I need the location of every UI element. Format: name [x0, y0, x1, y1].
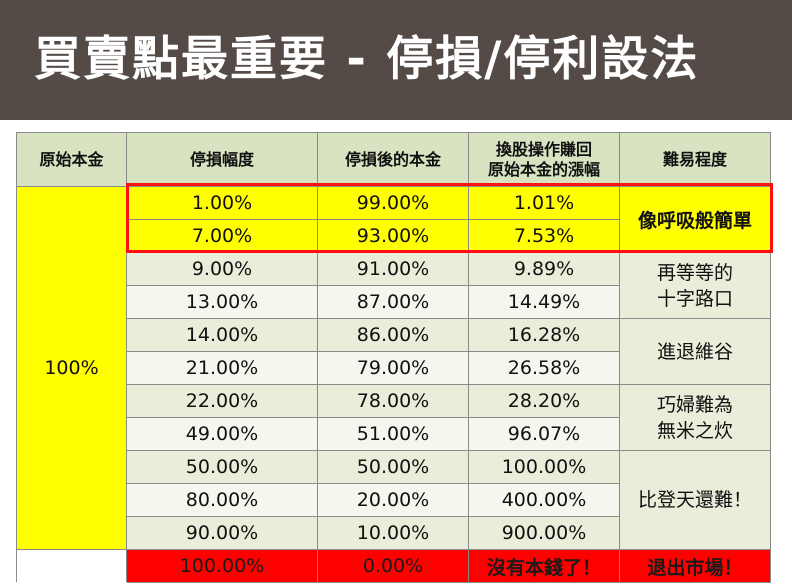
cell-recover: 96.07%	[468, 417, 620, 451]
cell-remaining: 79.00%	[317, 351, 469, 385]
cell-stop-loss: 100.00%	[126, 549, 318, 583]
difficulty-exit: 退出市場！	[619, 549, 771, 583]
difficulty-dilemma: 進退維谷	[619, 318, 771, 385]
cell-recover: 沒有本錢了！	[468, 549, 620, 583]
header-recover: 換股操作賺回 原始本金的漲幅	[468, 132, 620, 187]
table-row: 22.00% 78.00% 28.20% 巧婦難為 無米之炊	[17, 384, 771, 451]
cell-stop-loss: 80.00%	[126, 483, 318, 517]
cell-remaining: 20.00%	[317, 483, 469, 517]
principal-empty-cell	[16, 549, 127, 583]
cell-stop-loss: 1.00%	[126, 186, 318, 220]
cell-recover: 900.00%	[468, 516, 620, 550]
table-row: 21.00% 79.00% 26.58%	[17, 351, 771, 385]
difficulty-crossroad-line1: 再等等的	[656, 261, 733, 284]
cell-stop-loss: 22.00%	[126, 384, 318, 418]
cell-stop-loss: 7.00%	[126, 219, 318, 253]
principal-cell: 100%	[16, 186, 127, 550]
cell-stop-loss: 49.00%	[126, 417, 318, 451]
difficulty-crossroad-line2: 十字路口	[656, 287, 733, 310]
cell-recover: 9.89%	[468, 252, 620, 286]
table-row: 14.00% 86.00% 16.28% 進退維谷	[17, 318, 771, 385]
table-row: 49.00% 51.00% 96.07%	[17, 417, 771, 451]
table-row: 50.00% 50.00% 100.00% 比登天還難！	[17, 450, 771, 550]
title-bar: 買賣點最重要 - 停損/停利設法	[0, 0, 792, 120]
difficulty-impossible: 巧婦難為 無米之炊	[619, 384, 771, 451]
cell-remaining: 50.00%	[317, 450, 469, 484]
cell-remaining: 86.00%	[317, 318, 469, 352]
cell-recover: 7.53%	[468, 219, 620, 253]
cell-stop-loss: 90.00%	[126, 516, 318, 550]
difficulty-crossroad: 再等等的 十字路口	[619, 252, 771, 319]
cell-recover: 16.28%	[468, 318, 620, 352]
cell-recover: 14.49%	[468, 285, 620, 319]
cell-remaining: 51.00%	[317, 417, 469, 451]
table-row: 9.00% 91.00% 9.89% 再等等的 十字路口	[17, 252, 771, 319]
difficulty-impossible-line2: 無米之炊	[656, 419, 733, 442]
cell-stop-loss: 21.00%	[126, 351, 318, 385]
table-row: 7.00% 93.00% 7.53%	[17, 219, 771, 253]
table-row: 80.00% 20.00% 400.00%	[17, 483, 771, 517]
header-stop-loss: 停損幅度	[126, 132, 318, 187]
cell-recover: 26.58%	[468, 351, 620, 385]
header-remaining: 停損後的本金	[317, 132, 469, 187]
header-difficulty: 難易程度	[619, 132, 771, 187]
cell-recover: 28.20%	[468, 384, 620, 418]
cell-stop-loss: 14.00%	[126, 318, 318, 352]
difficulty-easy: 像呼吸般簡單	[619, 186, 771, 253]
difficulty-very-hard: 比登天還難！	[619, 450, 771, 550]
cell-remaining: 78.00%	[317, 384, 469, 418]
cell-remaining: 99.00%	[317, 186, 469, 220]
cell-stop-loss: 13.00%	[126, 285, 318, 319]
table-row-exit: 100.00% 0.00% 沒有本錢了！ 退出市場！	[16, 549, 771, 583]
cell-stop-loss: 50.00%	[126, 450, 318, 484]
header-principal: 原始本金	[16, 132, 127, 187]
cell-remaining: 91.00%	[317, 252, 469, 286]
table-row: 100% 1.00% 99.00% 1.01% 像呼吸般簡單	[16, 186, 771, 550]
cell-remaining: 10.00%	[317, 516, 469, 550]
cell-recover: 100.00%	[468, 450, 620, 484]
cell-recover: 400.00%	[468, 483, 620, 517]
cell-remaining: 87.00%	[317, 285, 469, 319]
cell-stop-loss: 9.00%	[126, 252, 318, 286]
header-recover-line2: 原始本金的漲幅	[487, 159, 600, 179]
page-title: 買賣點最重要 - 停損/停利設法	[34, 32, 700, 87]
table-row: 13.00% 87.00% 14.49%	[17, 285, 771, 319]
table-row: 90.00% 10.00% 900.00%	[17, 516, 771, 550]
header-recover-line1: 換股操作賺回	[495, 139, 592, 159]
difficulty-impossible-line1: 巧婦難為	[656, 393, 733, 416]
header-row: 原始本金 停損幅度 停損後的本金 換股操作賺回 原始本金的漲幅 難易程度	[16, 132, 771, 187]
cell-remaining: 0.00%	[317, 549, 469, 583]
cell-remaining: 93.00%	[317, 219, 469, 253]
cell-recover: 1.01%	[468, 186, 620, 220]
stop-loss-table: 原始本金 停損幅度 停損後的本金 換股操作賺回 原始本金的漲幅 難易程度 100…	[16, 132, 771, 583]
